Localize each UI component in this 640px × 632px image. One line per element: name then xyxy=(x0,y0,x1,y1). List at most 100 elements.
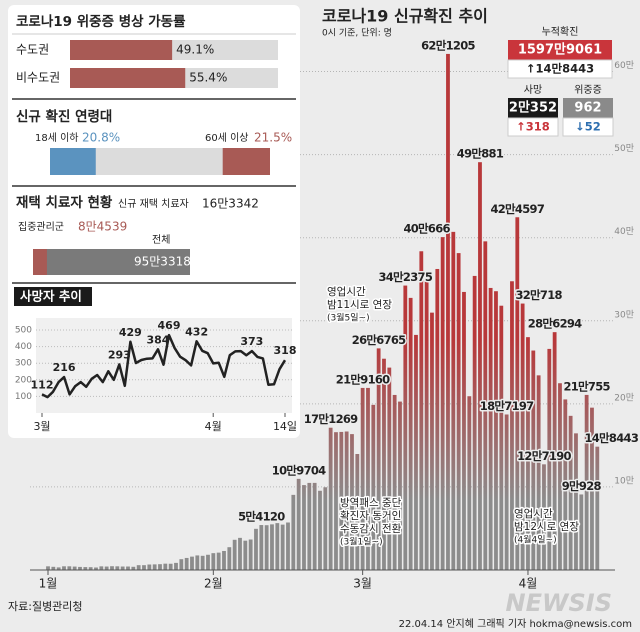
panel-title: 재택 치료자 현황 xyxy=(16,194,113,211)
bar xyxy=(67,566,72,570)
category-label: 전체 xyxy=(152,234,170,246)
bar xyxy=(243,540,248,570)
bar xyxy=(568,415,573,570)
bar xyxy=(446,53,450,571)
annotation: 방역패스 중단 xyxy=(340,497,402,509)
y-tick-label: 30만 xyxy=(614,309,634,320)
bar xyxy=(104,566,109,570)
stat-change: ↓52 xyxy=(575,120,601,134)
bar xyxy=(504,414,509,570)
stat-box xyxy=(508,40,612,60)
data-label: 384 xyxy=(146,333,169,346)
new-value: 16만3342 xyxy=(202,197,259,211)
data-label: 318 xyxy=(274,344,297,357)
data-label: 18만7197 xyxy=(480,399,534,413)
data-label: 32만718 xyxy=(515,288,562,302)
category-label: 60세 이상 xyxy=(205,132,249,144)
bar xyxy=(414,334,418,570)
bar xyxy=(72,566,77,570)
bar xyxy=(248,539,253,570)
bar xyxy=(579,494,584,570)
y-tick-label: 500 xyxy=(15,326,32,336)
bar xyxy=(158,564,162,570)
stat-box xyxy=(563,98,613,118)
y-tick-label: 60만 xyxy=(614,60,634,71)
y-tick-label: 300 xyxy=(15,359,32,369)
bar xyxy=(462,291,466,570)
stat-label: 위중증 xyxy=(574,83,602,96)
bar xyxy=(451,231,456,570)
bar xyxy=(419,251,424,570)
panel-title: 신규 확진 연령대 xyxy=(16,108,112,125)
y-tick-label: 10만 xyxy=(614,475,634,486)
data-label: 469 xyxy=(158,319,181,332)
annotation: 밤11시로 연장 xyxy=(327,299,392,311)
bar xyxy=(531,350,536,570)
bar xyxy=(131,566,136,570)
bar xyxy=(120,566,125,570)
stat-change: ↑14만8443 xyxy=(526,62,594,76)
bar xyxy=(536,375,541,570)
stat-value: 962 xyxy=(574,101,601,116)
bar xyxy=(472,275,477,570)
bar xyxy=(488,287,493,570)
annotation: 영업시간 xyxy=(327,285,366,298)
annotation: 영업시간 xyxy=(514,507,553,520)
bar xyxy=(478,162,482,570)
bar xyxy=(323,487,328,570)
watermark: NEWSIS xyxy=(506,589,612,617)
data-label: 216 xyxy=(53,361,76,374)
data-label: 373 xyxy=(240,335,263,348)
bar xyxy=(430,312,434,570)
data-label: 26만6765 xyxy=(352,333,406,347)
annotation: 수동감시 전환 xyxy=(340,523,402,535)
bar xyxy=(574,433,578,570)
stat-change: ↑318 xyxy=(516,120,550,134)
bar xyxy=(360,387,365,570)
bar xyxy=(376,348,381,570)
data-label: 17만1269 xyxy=(304,412,358,426)
bar xyxy=(291,494,296,570)
bar xyxy=(216,552,221,570)
bar xyxy=(190,556,194,570)
bar xyxy=(526,337,530,570)
x-tick-label: 3월 xyxy=(33,420,50,433)
bar xyxy=(318,490,322,570)
bar xyxy=(424,279,429,570)
x-tick-label: 14일 xyxy=(273,419,297,433)
bar xyxy=(126,566,130,570)
bar xyxy=(62,566,66,570)
data-label: 55.4% xyxy=(189,71,227,85)
stat-change-box xyxy=(507,59,613,79)
bar xyxy=(200,555,205,570)
bar xyxy=(547,348,552,570)
bar xyxy=(46,566,50,570)
bar xyxy=(70,40,173,60)
data-label: 429 xyxy=(119,326,142,339)
bar xyxy=(206,554,210,570)
bar xyxy=(211,553,216,570)
bar xyxy=(110,566,114,570)
bar xyxy=(78,566,82,570)
bar xyxy=(467,396,472,570)
category-label: 비수도권 xyxy=(16,71,60,85)
bar xyxy=(254,528,258,570)
y-tick-label: 50만 xyxy=(614,143,634,154)
bar xyxy=(339,431,344,570)
data-label: 28만6294 xyxy=(528,317,582,331)
data-label: 95만3318 xyxy=(134,255,191,269)
panel-title: 코로나19 위중증 병상 가동률 xyxy=(16,13,186,30)
bar xyxy=(456,253,461,571)
bar xyxy=(33,249,190,275)
data-label: 42만4597 xyxy=(490,202,544,216)
bar xyxy=(435,268,440,570)
bar xyxy=(440,237,445,570)
bar xyxy=(344,431,349,570)
bar xyxy=(270,524,274,570)
y-tick-label: 400 xyxy=(15,342,32,352)
annotation: (4월4일~) xyxy=(514,534,557,546)
data-label: 20.8% xyxy=(82,131,120,145)
bar xyxy=(115,566,120,570)
bar xyxy=(499,305,504,570)
category-label: 집중관리군 xyxy=(18,221,64,233)
